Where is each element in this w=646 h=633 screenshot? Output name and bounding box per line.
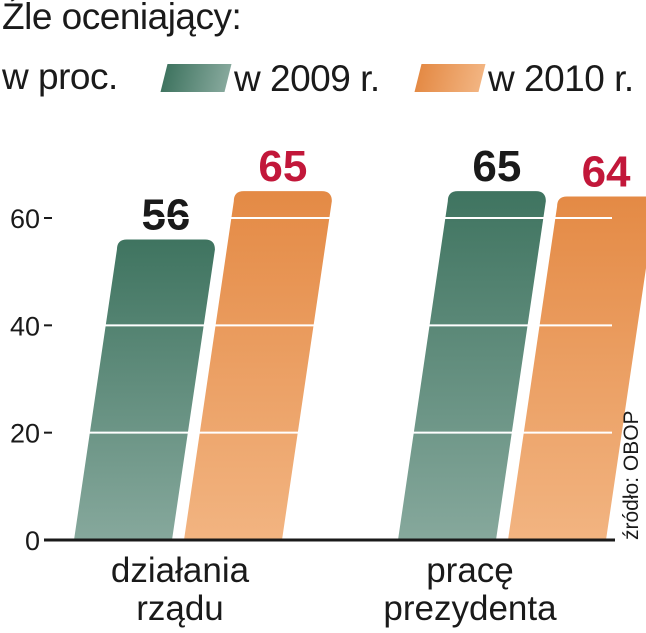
data-label-2010-1: 65 (258, 142, 307, 191)
legend-label-2010: w 2010 r. (488, 58, 634, 99)
chart-title: Źle oceniający: (2, 0, 242, 37)
data-label-2009-2: 65 (472, 142, 521, 191)
bar-2010-2 (508, 196, 646, 540)
y-tick-label-0: 0 (25, 526, 40, 556)
source-note: źródło: OBOP (620, 410, 643, 540)
y-tick-label-40: 40 (10, 311, 40, 341)
legend-label-2009: w 2009 r. (234, 58, 380, 99)
category-label-2-line-1: pracę (426, 551, 514, 590)
category-label-2-line-2: prezydenta (383, 589, 557, 628)
legend-item-2010: w 2010 r. (414, 58, 646, 99)
bar-2010-1 (184, 191, 332, 540)
data-label-2009-1: 56 (141, 190, 190, 239)
y-tick-label-60: 60 (10, 204, 40, 234)
bar-2009-2 (398, 191, 546, 540)
unit-label: w proc. (2, 56, 118, 97)
category-label-1-line-1: działania (111, 551, 250, 590)
bar-2009-1 (74, 239, 215, 540)
data-label-2010-2: 64 (582, 148, 631, 197)
category-label-1-line-2: rządu (136, 589, 224, 628)
y-tick-label-20: 20 (10, 419, 40, 449)
legend-item-2009: w 2009 r. (160, 58, 404, 99)
